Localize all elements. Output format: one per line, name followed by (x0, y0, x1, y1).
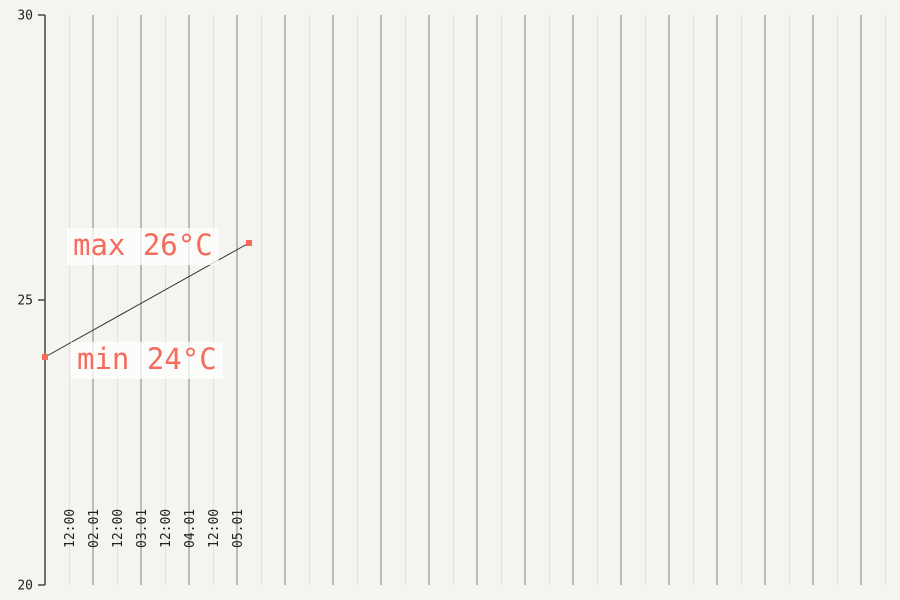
x-tick-label: 12:00 (159, 509, 174, 548)
annotation-label-text: max 26°C (73, 228, 213, 262)
x-tick-label: 12:00 (63, 509, 78, 548)
annotation-label-bg (67, 228, 219, 265)
annotation-marker (246, 240, 252, 246)
x-tick-label: 05.01 (231, 509, 246, 548)
annotation-layer: min 24°C max 26°C (42, 228, 252, 379)
x-tick-label: 12:00 (111, 509, 126, 548)
annotation-label-bg (71, 342, 223, 379)
annotation-label-text: min 24°C (77, 342, 217, 376)
annotation-marker (42, 354, 48, 360)
annotation-label: min 24°C (71, 342, 223, 379)
axis-layer: 20 25 30 12:00 02.01 12:00 03.01 12:00 04.01 12:0… (17, 9, 246, 594)
x-tick-label: 03.01 (135, 509, 150, 548)
x-tick-label: 02.01 (87, 509, 102, 548)
annotation-label: max 26°C (67, 228, 219, 265)
x-tick-label: 12:00 (207, 509, 222, 548)
y-tick-label: 20 (17, 579, 33, 594)
grid-layer (69, 15, 886, 585)
y-tick-label: 25 (17, 294, 33, 309)
y-tick-label: 30 (17, 9, 33, 24)
x-tick-label: 04.01 (183, 509, 198, 548)
